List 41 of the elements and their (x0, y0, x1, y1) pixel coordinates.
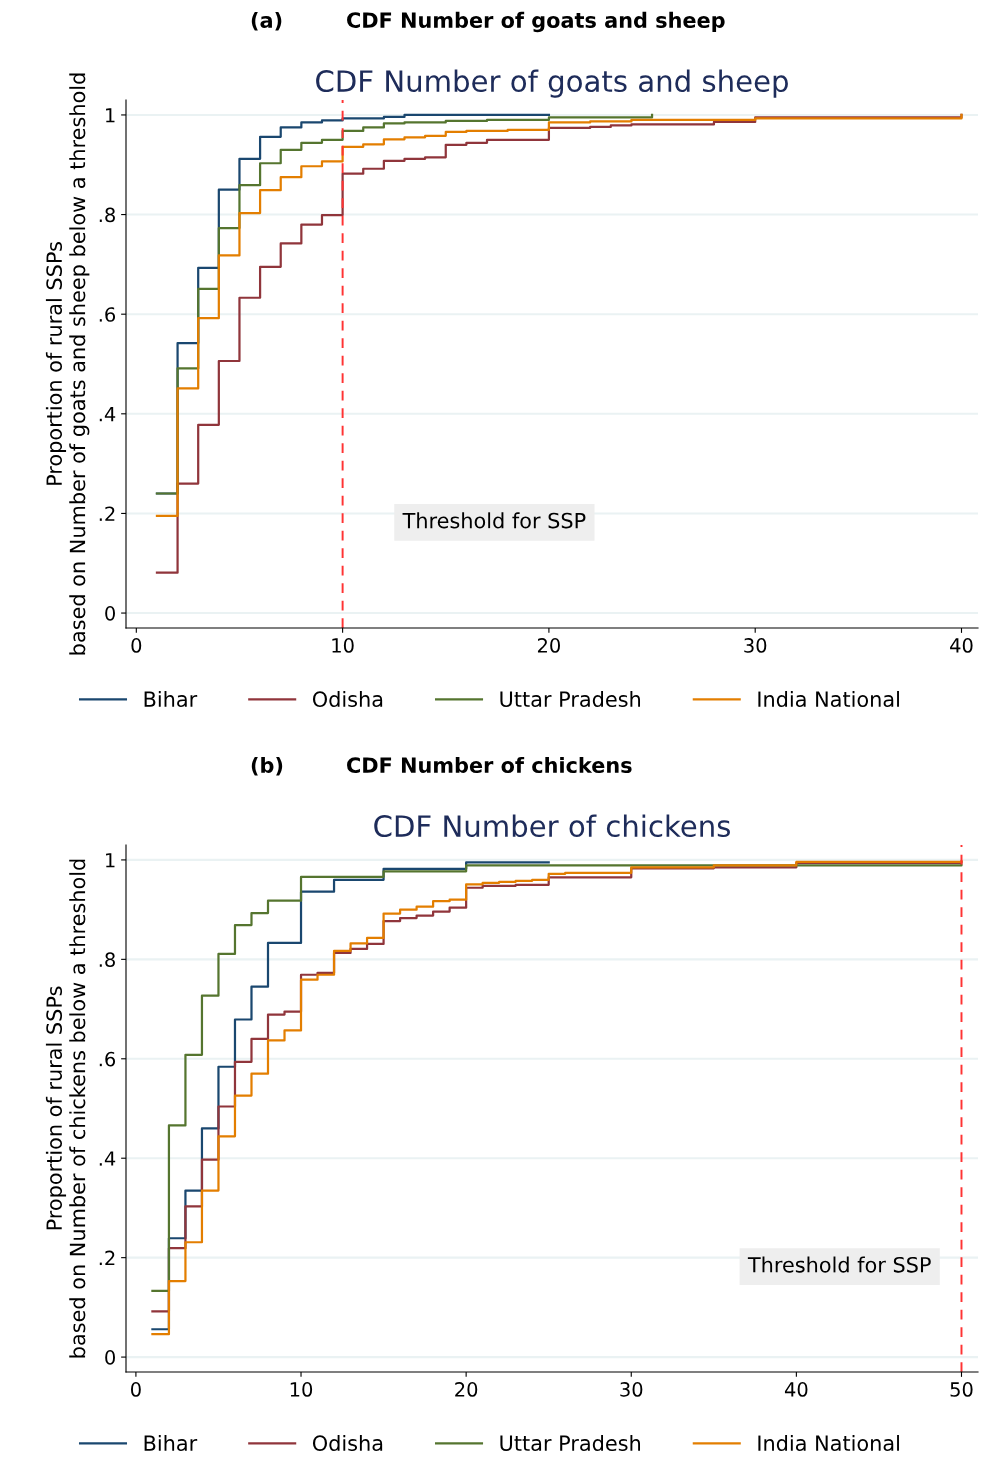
y-tick-label: 0 (105, 606, 115, 621)
x-tick-label: 20 (455, 1382, 478, 1397)
x-tick-label: 30 (744, 638, 767, 653)
y-tick-label: 0 (105, 1350, 115, 1365)
legend-label: Uttar Pradesh (500, 690, 641, 708)
y-tick-label: .6 (99, 307, 116, 322)
ref-line-label: Threshold for SSP (747, 1256, 931, 1273)
y-tick-label: .8 (99, 952, 115, 968)
y-tick-label: .2 (99, 506, 115, 521)
y-tick-label: .2 (99, 1250, 115, 1266)
x-tick-label: 10 (290, 1382, 313, 1397)
legend-label: Bihar (144, 1434, 198, 1452)
legend-label: Uttar Pradesh (500, 1434, 641, 1452)
x-tick-label: 10 (332, 638, 354, 653)
x-tick-label: 0 (131, 1382, 141, 1397)
y-axis-title: Proportion of rural SSPs based on Number of goats and sheep below a threshold (45, 73, 90, 655)
x-tick-label: 20 (537, 638, 560, 653)
text: (a) (251, 11, 282, 31)
y-axis-title: Proportion of rural SSPs based on Number of chickens below a threshold (45, 859, 86, 1358)
text: CDF Number of chickens (347, 756, 632, 774)
legend-label: Odisha (312, 690, 383, 708)
ref-line-label: Threshold for SSP (402, 512, 586, 529)
x-tick-label: 40 (784, 1382, 808, 1397)
legend-label: India National (758, 690, 899, 708)
y-tick-label: .8 (99, 207, 115, 223)
x-tick-label: 0 (131, 638, 142, 653)
x-tick-label: 40 (950, 638, 973, 653)
y-tick-label: .4 (99, 407, 116, 422)
legend-label: Odisha (312, 1434, 383, 1452)
chart-title: CDF Number of chickens (374, 814, 730, 838)
text: (b) (251, 756, 283, 776)
chart-title: CDF Number of goats and sheep (316, 69, 788, 98)
x-tick-label: 50 (950, 1382, 973, 1397)
text: CDF Number of goats and sheep (347, 11, 725, 33)
y-tick-label: 1 (106, 853, 115, 868)
legend-label: Bihar (144, 690, 198, 708)
y-tick-label: .6 (99, 1051, 116, 1067)
legend-label: India National (758, 1434, 899, 1452)
y-tick-label: 1 (106, 108, 115, 123)
x-tick-label: 30 (620, 1382, 643, 1397)
y-tick-label: .4 (99, 1151, 116, 1166)
